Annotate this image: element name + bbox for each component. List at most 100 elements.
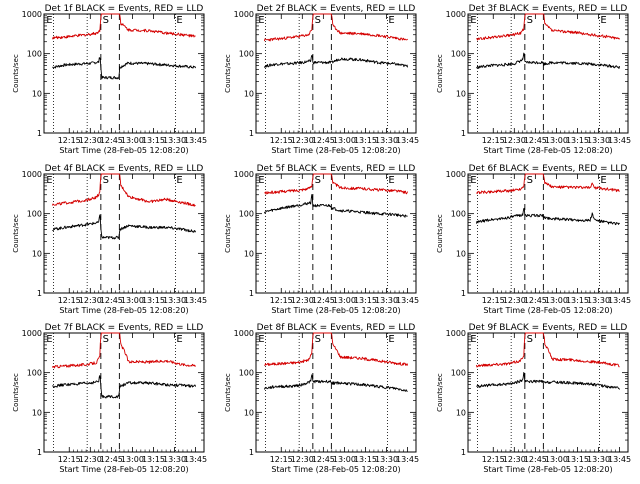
y-tick-label: 10 <box>32 89 42 98</box>
y-axis-label: Counts/sec <box>224 214 232 253</box>
panel-title: Det 4f BLACK = Events, RED = LLD <box>45 164 204 174</box>
y-tick-label: 1000 <box>234 10 254 19</box>
x-tick-label: 13:45 <box>184 455 207 464</box>
x-tick-label: 12:45 <box>524 296 547 305</box>
x-tick-label: 13:00 <box>121 296 144 305</box>
marker-label-e: E <box>470 15 476 26</box>
y-tick-label: 1 <box>249 289 254 298</box>
x-tick-label: 13:30 <box>163 136 186 145</box>
y-tick-label: 100 <box>27 369 42 378</box>
y-tick-label: 100 <box>451 210 466 219</box>
plot-frame <box>467 13 629 134</box>
x-tick-label: 13:45 <box>184 136 207 145</box>
y-tick-label: 10 <box>456 408 466 417</box>
marker-label-e: E <box>176 15 182 26</box>
x-tick-label: 12:45 <box>312 455 335 464</box>
y-tick-label: 10 <box>32 408 42 417</box>
x-tick-label: 13:00 <box>545 455 568 464</box>
y-tick-label: 1 <box>249 448 254 457</box>
marker-label-s: S <box>527 175 533 186</box>
y-tick-label: 100 <box>451 50 466 59</box>
x-tick-label: 13:30 <box>375 455 398 464</box>
y-axis-label: Counts/sec <box>12 214 20 253</box>
events-series-line <box>52 57 196 80</box>
x-tick-label: 12:30 <box>503 136 526 145</box>
x-tick-label: 13:00 <box>333 136 356 145</box>
x-tick-label: 12:30 <box>503 296 526 305</box>
panel-title: Det 1f BLACK = Events, RED = LLD <box>45 4 204 14</box>
x-tick-label: 13:15 <box>566 455 589 464</box>
marker-label-s: S <box>103 334 109 345</box>
marker-label-e: E <box>600 334 606 345</box>
y-tick-label: 1000 <box>446 329 466 338</box>
x-tick-label: 12:45 <box>100 296 123 305</box>
y-tick-label: 1000 <box>234 329 254 338</box>
marker-label-e: E <box>46 175 52 186</box>
x-axis-label: Start Time (28-Feb-05 12:08:20) <box>59 306 188 315</box>
lld-series-line <box>263 13 408 42</box>
x-axis-label: Start Time (28-Feb-05 12:08:20) <box>483 146 612 155</box>
marker-label-e: E <box>258 15 264 26</box>
y-tick-label: 1000 <box>446 10 466 19</box>
x-tick-label: 13:45 <box>608 296 631 305</box>
plot-frame <box>43 173 205 294</box>
x-tick-label: 13:30 <box>587 296 610 305</box>
x-tick-label: 13:00 <box>121 136 144 145</box>
y-tick-label: 10 <box>244 89 254 98</box>
x-tick-label: 12:30 <box>503 455 526 464</box>
events-series-line <box>263 374 408 392</box>
lld-series-line <box>264 332 409 367</box>
x-tick-label: 13:30 <box>375 296 398 305</box>
y-tick-label: 1000 <box>22 329 42 338</box>
x-tick-label: 12:30 <box>291 296 314 305</box>
marker-label-s: S <box>527 334 533 345</box>
x-tick-label: 12:15 <box>270 136 293 145</box>
y-tick-label: 10 <box>244 408 254 417</box>
y-tick-label: 100 <box>451 369 466 378</box>
y-tick-label: 10 <box>456 89 466 98</box>
x-tick-label: 13:00 <box>545 136 568 145</box>
y-tick-label: 1 <box>37 129 42 138</box>
x-tick-label: 13:30 <box>375 136 398 145</box>
x-tick-label: 12:45 <box>524 136 547 145</box>
plot-frame <box>43 13 205 134</box>
panel-title: Det 5f BLACK = Events, RED = LLD <box>257 164 416 174</box>
x-tick-label: 12:15 <box>270 455 293 464</box>
y-tick-label: 100 <box>239 50 254 59</box>
x-tick-label: 13:00 <box>333 455 356 464</box>
x-tick-label: 13:45 <box>396 455 419 464</box>
y-tick-label: 1 <box>37 289 42 298</box>
x-tick-label: 12:30 <box>79 455 102 464</box>
panel-title: Det 3f BLACK = Events, RED = LLD <box>469 4 628 14</box>
panel-title: Det 8f BLACK = Events, RED = LLD <box>257 323 416 333</box>
x-tick-label: 13:45 <box>184 296 207 305</box>
x-axis-label: Start Time (28-Feb-05 12:08:20) <box>483 465 612 474</box>
y-tick-label: 1000 <box>22 10 42 19</box>
lld-series-line <box>51 13 196 40</box>
marker-label-e: E <box>176 334 182 345</box>
events-series-line <box>263 194 408 218</box>
y-tick-label: 1 <box>461 129 466 138</box>
x-axis-label: Start Time (28-Feb-05 12:08:20) <box>271 465 400 474</box>
lld-series-line <box>52 332 196 369</box>
marker-label-s: S <box>315 15 321 26</box>
x-tick-label: 13:15 <box>354 296 377 305</box>
x-tick-label: 13:30 <box>163 455 186 464</box>
x-tick-label: 13:45 <box>608 136 631 145</box>
x-tick-label: 13:00 <box>545 296 568 305</box>
y-tick-label: 100 <box>27 50 42 59</box>
x-tick-label: 12:45 <box>524 455 547 464</box>
x-tick-label: 13:45 <box>396 136 419 145</box>
x-tick-label: 12:45 <box>312 136 335 145</box>
marker-label-e: E <box>470 175 476 186</box>
x-tick-label: 13:45 <box>608 455 631 464</box>
y-tick-label: 1000 <box>22 170 42 179</box>
y-tick-label: 100 <box>239 210 254 219</box>
x-tick-label: 13:00 <box>121 455 144 464</box>
x-tick-label: 12:30 <box>79 136 102 145</box>
